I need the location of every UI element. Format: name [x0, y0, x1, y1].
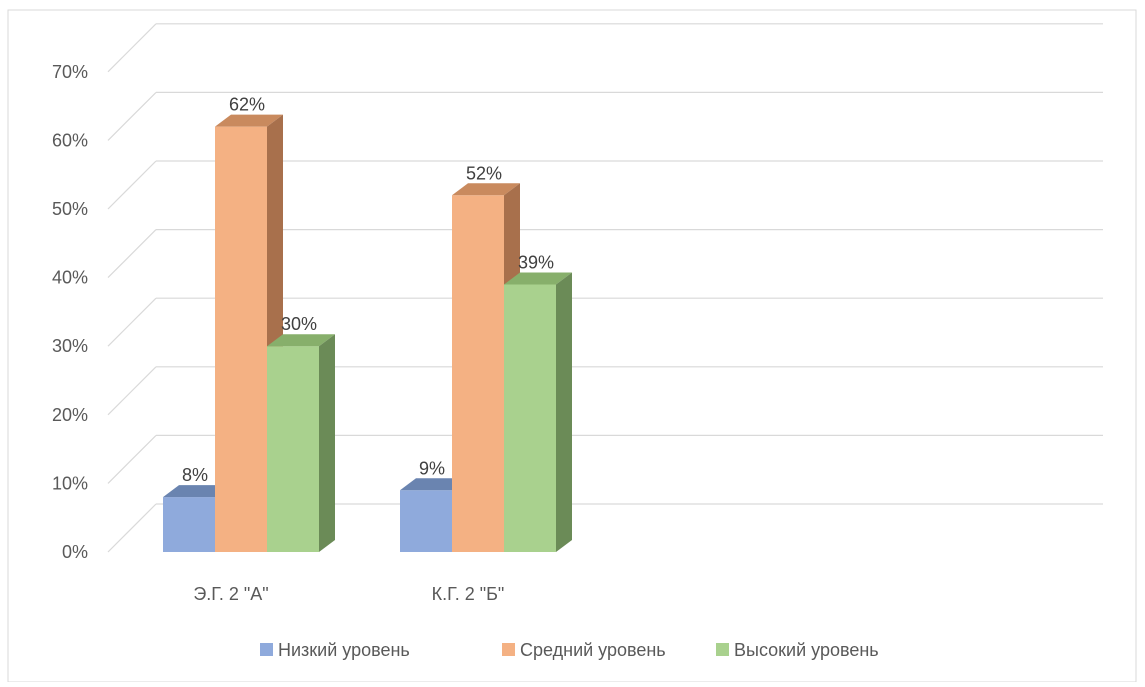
legend-item: Высокий уровень — [716, 640, 879, 660]
legend-label: Высокий уровень — [734, 640, 879, 660]
legend-label: Средний уровень — [520, 640, 666, 660]
data-label: 39% — [518, 252, 554, 272]
y-tick-label: 10% — [52, 473, 88, 493]
bar-top — [452, 183, 520, 196]
y-tick-label: 50% — [52, 199, 88, 219]
legend-item: Низкий уровень — [260, 640, 410, 660]
bar-front — [400, 490, 452, 552]
bar-top — [400, 478, 468, 491]
bar — [504, 272, 572, 552]
x-axis: Э.Г. 2 "А" К.Г. 2 "Б" — [193, 584, 504, 604]
legend-swatch — [716, 643, 729, 656]
y-tick-label: 30% — [52, 336, 88, 356]
x-tick-label: Э.Г. 2 "А" — [193, 584, 268, 604]
data-label: 52% — [466, 163, 502, 183]
gridline-diagonal — [107, 91, 157, 141]
legend: Низкий уровень Средний уровень Высокий уро… — [260, 640, 879, 660]
y-tick-label: 60% — [52, 130, 88, 150]
bars — [163, 114, 572, 553]
data-label: 9% — [419, 458, 445, 478]
y-tick-label: 70% — [52, 62, 88, 82]
y-tick-label: 40% — [52, 268, 88, 288]
y-tick-label: 20% — [52, 405, 88, 425]
gridline-diagonal — [107, 297, 157, 347]
bar-top — [163, 485, 231, 498]
bar-top — [504, 272, 572, 285]
gridline-diagonal — [107, 366, 157, 416]
bar-top — [215, 114, 283, 127]
x-tick-label: К.Г. 2 "Б" — [432, 584, 505, 604]
legend-swatch — [260, 643, 273, 656]
bar-front — [215, 126, 267, 553]
gridline-diagonal — [107, 434, 157, 484]
gridline-diagonal — [107, 160, 157, 210]
gridline-diagonal — [107, 503, 157, 553]
bar-front — [267, 346, 319, 552]
legend-item: Средний уровень — [502, 640, 666, 660]
gridline-diagonal — [107, 23, 157, 73]
bar — [267, 334, 335, 552]
gridline-diagonal — [107, 229, 157, 279]
bar-front — [163, 497, 215, 552]
bar-side — [319, 334, 335, 552]
data-label: 30% — [281, 314, 317, 334]
bar-front — [452, 195, 504, 552]
data-label: 8% — [182, 465, 208, 485]
data-label: 62% — [229, 95, 265, 115]
bar-front — [504, 284, 556, 552]
bar-side — [556, 272, 572, 552]
legend-swatch — [502, 643, 515, 656]
y-tick-label: 0% — [62, 542, 88, 562]
y-axis: 0% 10% 20% 30% 40% 50% 60% 70% — [52, 62, 88, 562]
data-labels: 8% 62% 30% 9% 52% 39% — [182, 95, 554, 485]
bar-top — [267, 334, 335, 347]
legend-label: Низкий уровень — [278, 640, 410, 660]
